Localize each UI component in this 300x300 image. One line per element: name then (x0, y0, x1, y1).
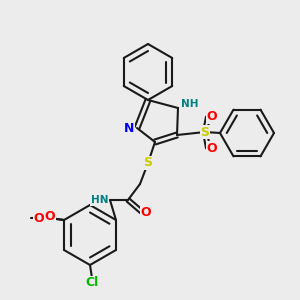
Text: O: O (45, 211, 55, 224)
Text: HN: HN (91, 195, 108, 205)
Text: NH: NH (181, 99, 199, 109)
Text: O: O (207, 142, 217, 154)
Text: O: O (207, 110, 217, 124)
Text: O: O (34, 212, 44, 224)
Text: S: S (200, 125, 209, 139)
Text: N: N (124, 122, 134, 134)
Text: Cl: Cl (85, 277, 99, 290)
Text: O: O (141, 206, 151, 218)
Text: S: S (143, 157, 152, 169)
